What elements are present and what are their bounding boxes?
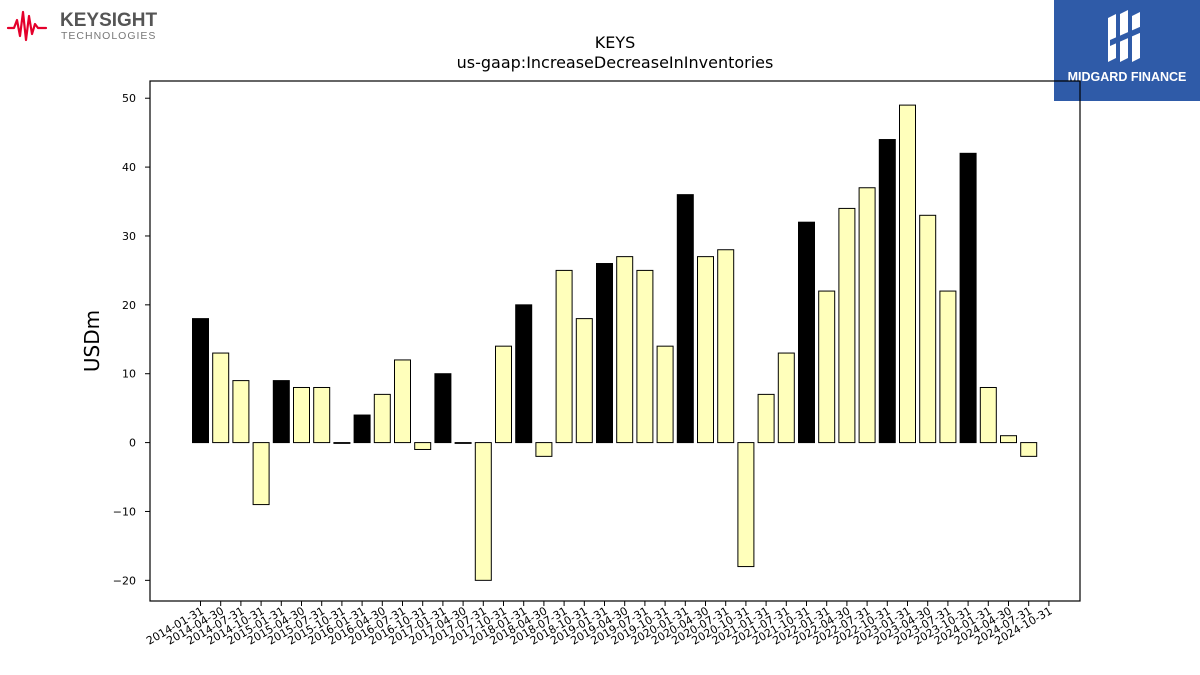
bar-2017-04-30 [454, 442, 472, 444]
chart-title: KEYS [595, 33, 636, 52]
bar-2018-07-31 [555, 269, 573, 444]
bar-2015-04-30 [293, 386, 310, 444]
bars-group [192, 104, 1038, 581]
bar-2023-07-31 [939, 290, 957, 444]
y-tick-label: 30 [122, 230, 136, 243]
bar-2014-04-30 [212, 352, 230, 444]
bar-2020-10-31 [737, 442, 755, 568]
bar-2019-10-31 [656, 345, 674, 444]
bar-2016-01-31 [353, 414, 371, 444]
y-tick-label: 10 [122, 368, 136, 381]
bar-2019-04-30 [616, 256, 634, 444]
midgard-finance-logo: MIDGARD FINANCE [1054, 0, 1200, 101]
bar-2019-07-31 [636, 269, 654, 444]
bar-2014-10-31 [252, 442, 270, 506]
bar-2017-07-31 [474, 442, 492, 581]
y-tick-label: −10 [113, 505, 136, 518]
bar-2016-10-31 [414, 442, 432, 450]
bar-2022-10-31 [878, 139, 896, 444]
midgard-logo-name: MIDGARD FINANCE [1068, 70, 1187, 84]
bar-2024-01-31 [979, 386, 997, 444]
y-tick-label: −20 [113, 574, 136, 587]
bar-2023-04-30 [919, 214, 937, 444]
bar-2015-01-31 [272, 380, 290, 444]
bar-2018-10-31 [575, 318, 593, 444]
bar-2017-10-31 [495, 345, 512, 444]
bar-2022-07-31 [858, 187, 876, 444]
bar-2021-07-31 [777, 352, 795, 444]
bar-2020-07-31 [717, 249, 735, 444]
keysight-logo-sub: TECHNOLOGIES [61, 30, 156, 42]
y-tick-label: 20 [122, 299, 136, 312]
keysight-logo: KEYSIGHT TECHNOLOGIES [6, 4, 176, 46]
bar-2023-01-31 [899, 104, 916, 444]
bar-2015-10-31 [333, 442, 351, 444]
bar-2024-07-31 [1020, 442, 1038, 457]
y-axis: −20 −10 0 10 20 30 40 50 [113, 92, 150, 587]
chart-subtitle: us-gaap:IncreaseDecreaseInInventories [457, 53, 774, 72]
bar-2014-07-31 [232, 380, 250, 444]
bar-2021-10-31 [798, 221, 815, 444]
y-tick-label: 40 [122, 161, 136, 174]
x-axis: 2014-01-312014-04-302014-07-312014-10-31… [144, 601, 1054, 648]
bar-2016-07-31 [394, 359, 411, 444]
bar-2018-04-30 [535, 442, 553, 457]
bar-2020-01-31 [676, 194, 694, 444]
y-tick-label: 0 [129, 437, 136, 450]
y-tick-label: 50 [122, 92, 136, 105]
bar-2017-01-31 [434, 373, 452, 444]
plot-frame [149, 80, 1081, 602]
bar-2018-01-31 [515, 304, 533, 444]
bar-2022-04-30 [838, 207, 856, 444]
bar-2019-01-31 [596, 263, 613, 444]
keysight-logo-name: KEYSIGHT [60, 10, 158, 31]
bar-2020-04-30 [697, 256, 714, 444]
y-axis-label: USDm [80, 310, 104, 372]
bar-2014-01-31 [192, 318, 209, 444]
bar-2016-04-30 [373, 393, 391, 444]
bar-2024-04-30 [1000, 435, 1017, 444]
bar-2023-10-31 [959, 152, 977, 444]
bar-2022-01-31 [818, 290, 836, 444]
bar-2021-01-31 [757, 393, 775, 444]
keysight-wave-icon: KEYSIGHT TECHNOLOGIES [6, 10, 158, 42]
midgard-emblem-icon: MIDGARD FINANCE [1068, 10, 1187, 84]
bar-2015-07-31 [313, 386, 331, 444]
